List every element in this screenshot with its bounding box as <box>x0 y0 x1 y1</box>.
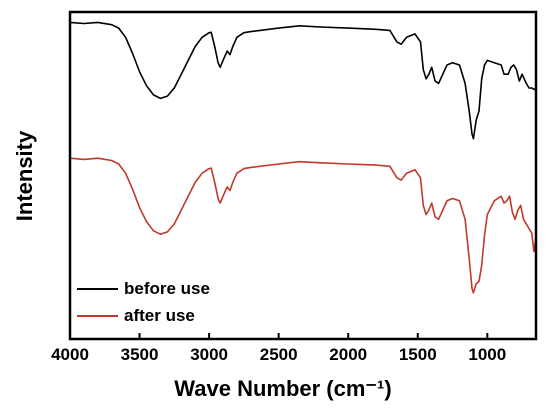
x-tick-label-2000: 2000 <box>329 345 367 364</box>
series-line-after-use <box>69 157 537 294</box>
x-tick-label-4000: 4000 <box>51 345 89 364</box>
x-axis-title: Wave Number (cm⁻¹) <box>174 376 391 401</box>
legend: before use after use <box>77 279 210 325</box>
legend-label-after-use: after use <box>124 306 195 325</box>
plot-frame <box>68 10 538 341</box>
series-line-before-use <box>69 21 537 140</box>
x-tick-label-2500: 2500 <box>260 345 298 364</box>
x-tick-label-1500: 1500 <box>399 345 437 364</box>
legend-label-before-use: before use <box>124 279 210 298</box>
x-ticks: 4000 3500 3000 2500 2000 1500 1000 <box>51 333 506 364</box>
x-tick-label-3500: 3500 <box>121 345 159 364</box>
y-axis-title: Intensity <box>12 130 37 221</box>
x-tick-label-3000: 3000 <box>190 345 228 364</box>
x-tick-label-1000: 1000 <box>468 345 506 364</box>
series-layer <box>69 21 537 294</box>
